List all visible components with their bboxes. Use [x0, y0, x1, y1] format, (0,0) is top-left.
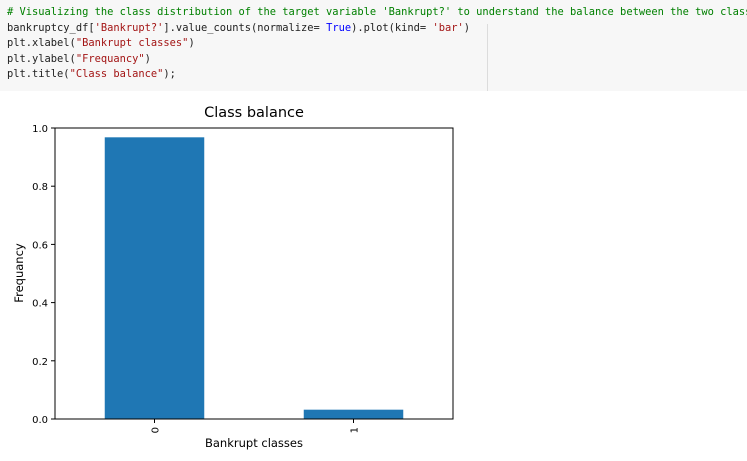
code-token: ].value_counts(normalize= — [163, 21, 327, 34]
x-axis-label: Bankrupt classes — [205, 436, 303, 450]
bar-chart: Class balance Bankrupt classes Frequancy… — [12, 105, 454, 450]
code-token: bankruptcy_df[ — [7, 21, 95, 34]
code-line: plt.ylabel("Frequancy") — [7, 52, 747, 68]
code-token: ).plot(kind= — [351, 21, 433, 34]
code-editor[interactable]: # Visualizing the class distribution of … — [7, 5, 747, 83]
x-tick-label: 1 — [350, 427, 361, 433]
bar-1 — [303, 409, 404, 419]
x-tick-label: 0 — [151, 427, 162, 433]
plot-frame — [54, 127, 454, 420]
code-token: 'bar' — [432, 21, 464, 34]
code-line: bankruptcy_df['Bankrupt?'].value_counts(… — [7, 21, 747, 37]
chart-title: Class balance — [204, 105, 304, 121]
code-line: plt.xlabel("Bankrupt classes") — [7, 36, 747, 52]
cell-output: Class balance Bankrupt classes Frequancy… — [0, 91, 747, 457]
code-token: ); — [163, 68, 176, 80]
code-token: "Bankrupt classes" — [75, 37, 189, 49]
y-tick-label: 0.8 — [32, 182, 48, 193]
code-line: # Visualizing the class distribution of … — [7, 5, 747, 21]
code-token: "Frequancy" — [75, 52, 145, 65]
code-token: True — [326, 21, 352, 34]
code-token: # Visualizing the class distribution of … — [7, 6, 747, 18]
y-tick-label: 0.0 — [32, 415, 48, 426]
y-tick-label: 0.6 — [32, 240, 48, 251]
code-token: ) — [144, 52, 151, 65]
code-token: plt.ylabel( — [7, 52, 76, 65]
code-token: ) — [463, 21, 470, 34]
code-token: 'Bankrupt?' — [94, 21, 164, 34]
code-line: plt.title("Class balance"); — [7, 67, 747, 83]
code-token: ) — [188, 37, 195, 49]
y-axis-label: Frequancy — [12, 243, 26, 303]
y-tick-label: 1.0 — [32, 124, 48, 135]
bar-0 — [104, 137, 205, 419]
y-tick-label: 0.2 — [32, 357, 48, 368]
code-token: "Class balance" — [69, 68, 164, 80]
code-cell-divider — [487, 24, 488, 91]
code-token: plt.xlabel( — [7, 37, 76, 49]
code-token: plt.title( — [7, 68, 70, 80]
code-cell[interactable]: # Visualizing the class distribution of … — [0, 0, 747, 91]
y-tick-label: 0.4 — [32, 299, 48, 310]
